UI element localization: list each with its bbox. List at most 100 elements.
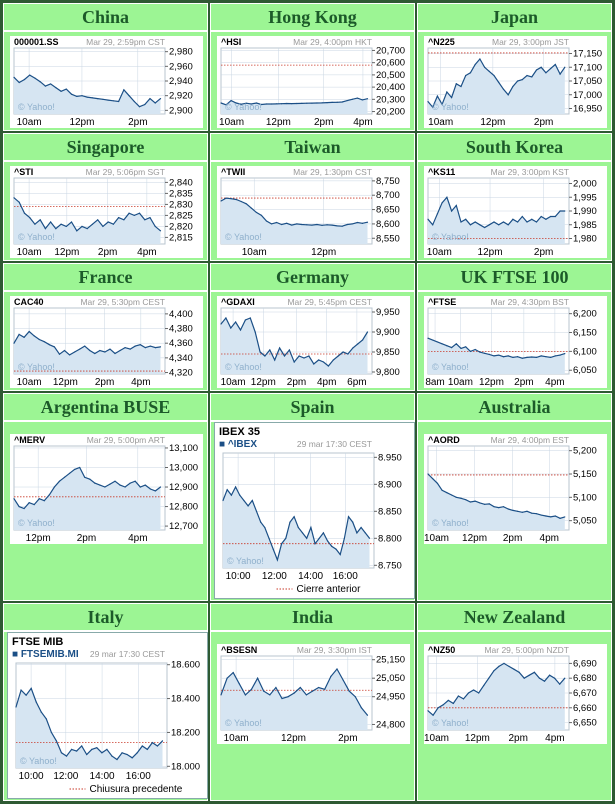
chart-hong-kong[interactable]: ^HSI Mar 29, 4:00pm HKT 20,700 20,600 20,500… <box>217 36 410 128</box>
symbol-label[interactable]: ^MERV <box>14 435 45 445</box>
x-tick-label: 10am <box>17 117 42 128</box>
symbol-label[interactable]: ^GDAXI <box>221 297 255 307</box>
chart-argentina-buse[interactable]: ^MERV Mar 29, 5:00pm ART 13,100 13,000 12,90… <box>10 434 203 544</box>
symbol-label[interactable]: ^N225 <box>428 37 455 47</box>
chart-germany[interactable]: ^GDAXI Mar 29, 5:45pm CEST 9,950 9,900 9,850… <box>217 296 410 388</box>
data-point <box>483 685 485 687</box>
x-tick-label: 4pm <box>545 377 564 388</box>
data-point <box>528 674 530 676</box>
data-point <box>222 499 224 502</box>
data-point <box>540 355 542 357</box>
panel-title[interactable]: UK FTSE 100 <box>418 264 611 292</box>
symbol-label[interactable]: ■ ^IBEX <box>219 439 257 450</box>
data-point <box>109 348 111 350</box>
symbol-label[interactable]: ^TWII <box>221 167 245 177</box>
data-point <box>455 83 457 85</box>
data-point <box>119 484 121 486</box>
chart-australia[interactable]: ^AORD Mar 29, 4:00pm EST 5,200 5,150 5,100 5,… <box>424 434 607 544</box>
panel-title[interactable]: South Korea <box>418 134 611 162</box>
data-point <box>81 225 83 227</box>
symbol-label[interactable]: ^AORD <box>428 435 460 445</box>
panel-title[interactable]: Australia <box>418 394 611 422</box>
panel-title[interactable]: Italy <box>4 604 207 632</box>
y-tick-label: 8,600 <box>376 219 400 230</box>
data-point <box>280 543 283 545</box>
yahoo-watermark: © Yahoo! <box>18 102 55 112</box>
data-point <box>479 502 481 504</box>
panel-uk-ftse-100: UK FTSE 100 ^FTSE Mar 29, 4:30pm BST 6,200 6… <box>417 263 612 391</box>
panel-title[interactable]: Germany <box>211 264 414 292</box>
data-point <box>332 359 334 361</box>
chart-new-zealand[interactable]: ^NZ50 Mar 29, 5:00pm NZDT 6,690 6,680 6,670 6… <box>424 644 607 744</box>
chart-taiwan[interactable]: ^TWII Mar 29, 1:30pm CST 8,750 8,700 8,650 8,… <box>217 166 410 258</box>
chart-italy[interactable]: FTSE MIB ■ FTSEMIB.MI 29 mar 17:30 CEST 18.… <box>7 632 208 799</box>
panel-title[interactable]: France <box>4 264 207 292</box>
data-point <box>99 349 101 352</box>
data-point <box>348 690 350 692</box>
data-point <box>39 219 41 221</box>
chart-singapore[interactable]: ^STI Mar 29, 5:06pm SGT 2,840 2,835 2,830 2,8… <box>10 166 203 258</box>
chart-france[interactable]: CAC40 Mar 29, 5:30pm CEST 4,400 4,380 4,360 4… <box>10 296 203 388</box>
chart-japan[interactable]: ^N225 Mar 29, 3:00pm JST 17,150 17,100 17,05… <box>424 36 607 128</box>
data-point <box>545 515 547 517</box>
yahoo-watermark: © Yahoo! <box>18 362 55 372</box>
data-point <box>311 102 313 104</box>
data-point <box>316 102 318 104</box>
chart-uk-ftse-100[interactable]: ^FTSE Mar 29, 4:30pm BST 6,200 6,150 6,100 6,… <box>424 296 607 388</box>
symbol-label[interactable]: ■ FTSEMIB.MI <box>12 649 79 660</box>
panel-title[interactable]: Taiwan <box>211 134 414 162</box>
data-point <box>220 323 222 325</box>
symbol-label[interactable]: ^FTSE <box>428 297 456 307</box>
chart-china[interactable]: 000001.SS Mar 29, 2:59pm CST 2,980 2,960 2,9… <box>10 36 203 128</box>
timestamp-label: Mar 29, 4:00pm EST <box>491 435 569 445</box>
data-point <box>548 674 551 676</box>
data-point <box>512 85 514 88</box>
y-tick-label: 18.600 <box>171 660 200 671</box>
data-point <box>154 490 157 492</box>
data-point <box>154 102 156 104</box>
data-point <box>278 347 281 349</box>
data-point <box>321 224 323 226</box>
chart-south-korea[interactable]: ^KS11 Mar 29, 3:00pm KST 2,000 1,995 1,990 1,… <box>424 166 607 258</box>
data-point <box>366 714 369 716</box>
data-point <box>550 68 552 70</box>
panel-title[interactable]: China <box>4 4 207 32</box>
timestamp-label: Mar 29, 5:06pm SGT <box>86 167 165 177</box>
data-point <box>131 757 133 759</box>
symbol-label[interactable]: CAC40 <box>14 297 44 307</box>
panel-title[interactable]: Singapore <box>4 134 207 162</box>
symbol-label[interactable]: ^BSESN <box>221 645 257 655</box>
data-point <box>308 355 310 357</box>
chart-spain[interactable]: IBEX 35 ■ ^IBEX 29 mar 17:30 CEST 8.950 8.90… <box>214 422 415 599</box>
y-tick-label: 6,100 <box>573 346 597 357</box>
symbol-label[interactable]: 000001.SS <box>14 37 59 47</box>
series-line <box>427 473 565 519</box>
panel-title[interactable]: Hong Kong <box>211 4 414 32</box>
panel-title[interactable]: India <box>211 604 414 632</box>
data-point <box>133 214 135 216</box>
data-point <box>559 354 561 356</box>
y-tick-label: 1,980 <box>573 234 597 245</box>
panel-title[interactable]: Japan <box>418 4 611 32</box>
data-point <box>144 484 146 486</box>
panel-title[interactable]: Spain <box>211 394 414 422</box>
panel-title[interactable]: New Zealand <box>418 604 611 632</box>
series-area <box>14 467 161 530</box>
y-tick-label: 2,820 <box>169 221 193 232</box>
data-point <box>550 516 552 518</box>
x-tick-label: 12:00 <box>53 771 78 782</box>
symbol-label[interactable]: ^KS11 <box>428 167 455 177</box>
symbol-label[interactable]: ^STI <box>14 167 33 177</box>
panel-title[interactable]: Argentina BUSE <box>4 394 207 422</box>
symbol-label[interactable]: ^HSI <box>221 37 241 47</box>
symbol-label[interactable]: ^NZ50 <box>428 645 455 655</box>
data-point <box>436 482 439 484</box>
data-point <box>159 486 162 488</box>
data-point <box>503 662 505 664</box>
data-point <box>478 692 480 694</box>
series-line <box>220 97 368 106</box>
chart-india[interactable]: ^BSESN Mar 29, 3:30pm IST 25,150 25,050 24,9… <box>217 644 410 744</box>
y-tick-label: 1,985 <box>573 220 597 231</box>
x-tick-label: 10am <box>424 733 449 744</box>
data-point <box>20 689 22 691</box>
